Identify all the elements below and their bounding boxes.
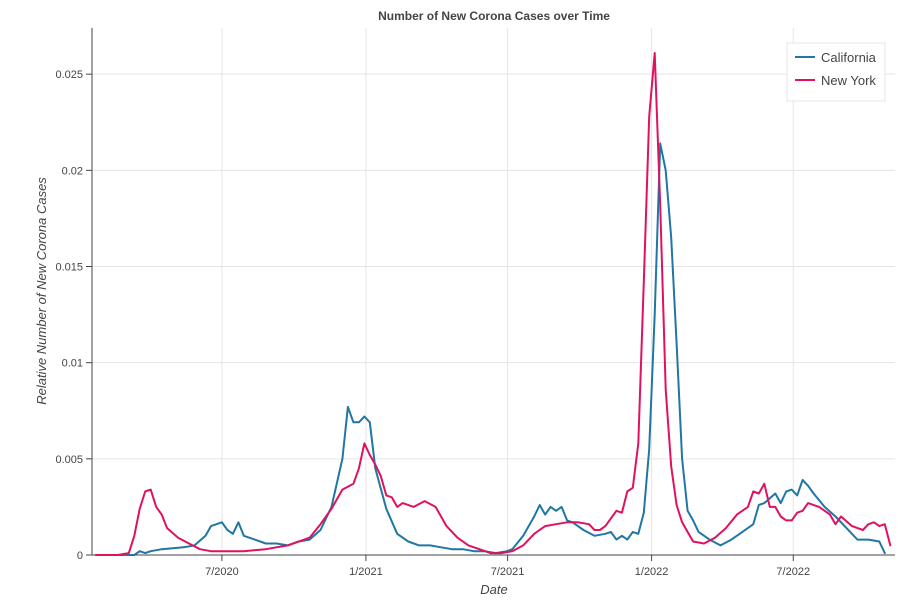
x-tick-label: 7/2022 bbox=[776, 566, 810, 578]
series-line-california bbox=[94, 142, 886, 556]
y-tick-label: 0.015 bbox=[55, 261, 83, 273]
ticks: 0 0.005 0.01 0.015 0.02 0.025 7/2020 1/2021 7/20… bbox=[55, 69, 810, 578]
x-axis-title: Date bbox=[480, 582, 507, 597]
legend-label-california: California bbox=[821, 50, 877, 65]
x-tick-label: 1/2021 bbox=[349, 566, 383, 578]
x-tick-label: 7/2020 bbox=[205, 566, 239, 578]
legend-item-new-york[interactable]: New York bbox=[795, 73, 876, 88]
grid bbox=[92, 28, 895, 556]
legend-label-new-york: New York bbox=[821, 73, 876, 88]
x-tick-label: 1/2022 bbox=[635, 566, 669, 578]
y-tick-label: 0 bbox=[77, 550, 83, 562]
legend-box bbox=[786, 42, 886, 102]
legend[interactable]: California New York bbox=[786, 42, 886, 102]
y-tick-label: 0.01 bbox=[62, 358, 83, 370]
chart-title: Number of New Corona Cases over Time bbox=[378, 9, 610, 23]
legend-item-california[interactable]: California bbox=[795, 50, 877, 65]
y-tick-label: 0.005 bbox=[55, 454, 83, 466]
y-tick-label: 0.025 bbox=[55, 69, 83, 81]
x-tick-label: 7/2021 bbox=[491, 566, 525, 578]
series-line-new-york bbox=[94, 52, 892, 556]
y-axis-title: Relative Number of New Corona Cases bbox=[34, 177, 49, 405]
axes bbox=[91, 28, 895, 556]
y-tick-label: 0.02 bbox=[62, 165, 83, 177]
series-lines bbox=[94, 52, 892, 556]
